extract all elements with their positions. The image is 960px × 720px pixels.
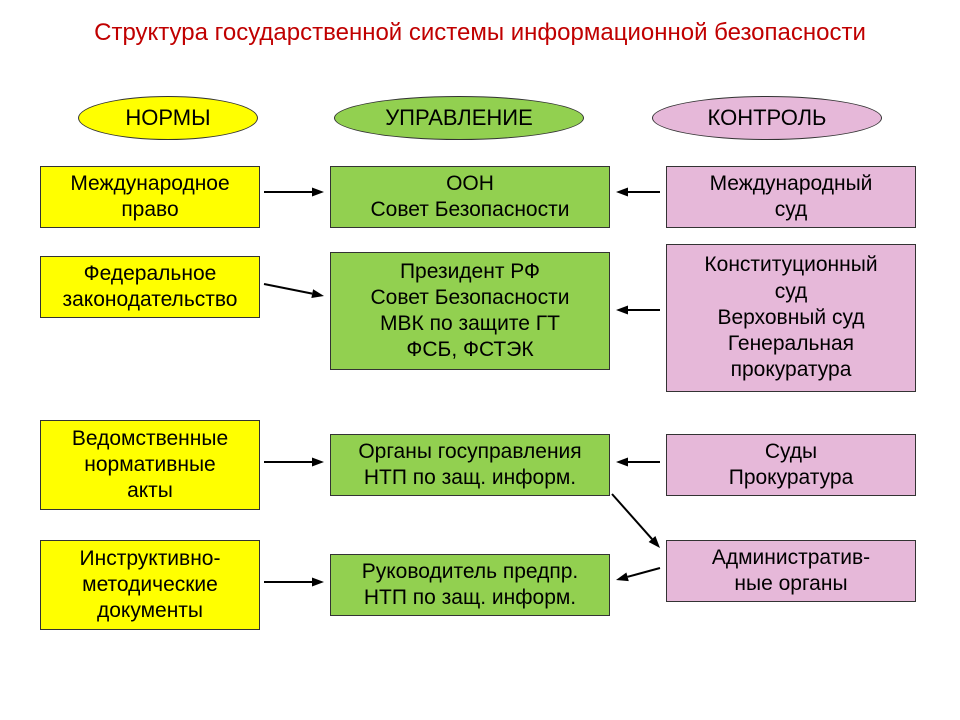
node-c1: Международный суд xyxy=(666,166,916,228)
node-m4: Руководитель предпр. НТП по защ. информ. xyxy=(330,554,610,616)
node-c2: Конституционный суд Верховный суд Генера… xyxy=(666,244,916,392)
node-m1: ООН Совет Безопасности xyxy=(330,166,610,228)
node-c3: Суды Прокуратура xyxy=(666,434,916,496)
arrow-head-icon xyxy=(616,306,628,315)
arrow-head-icon xyxy=(616,458,628,467)
node-m2: Президент РФ Совет Безопасности МВК по з… xyxy=(330,252,610,370)
arrow-head-icon xyxy=(312,188,324,197)
node-c4: Административ- ные органы xyxy=(666,540,916,602)
arrow-head-icon xyxy=(616,188,628,197)
diagram-title: Структура государственной системы информ… xyxy=(0,18,960,48)
arrow-line xyxy=(264,284,312,294)
column-header-e-norms: НОРМЫ xyxy=(78,96,258,140)
node-n2: Федеральное законодательство xyxy=(40,256,260,318)
arrow-head-icon xyxy=(649,536,660,548)
diagram-stage: Структура государственной системы информ… xyxy=(0,0,960,720)
node-m3: Органы госуправления НТП по защ. информ. xyxy=(330,434,610,496)
node-n4: Инструктивно- методические документы xyxy=(40,540,260,630)
arrow-head-icon xyxy=(616,573,629,582)
arrow-line xyxy=(628,568,660,577)
column-header-e-mgmt: УПРАВЛЕНИЕ xyxy=(334,96,584,140)
arrow-line xyxy=(612,494,652,539)
node-n1: Международное право xyxy=(40,166,260,228)
arrow-head-icon xyxy=(311,289,324,298)
arrow-head-icon xyxy=(312,458,324,467)
column-header-e-control: КОНТРОЛЬ xyxy=(652,96,882,140)
node-n3: Ведомственные нормативные акты xyxy=(40,420,260,510)
arrow-head-icon xyxy=(312,578,324,587)
